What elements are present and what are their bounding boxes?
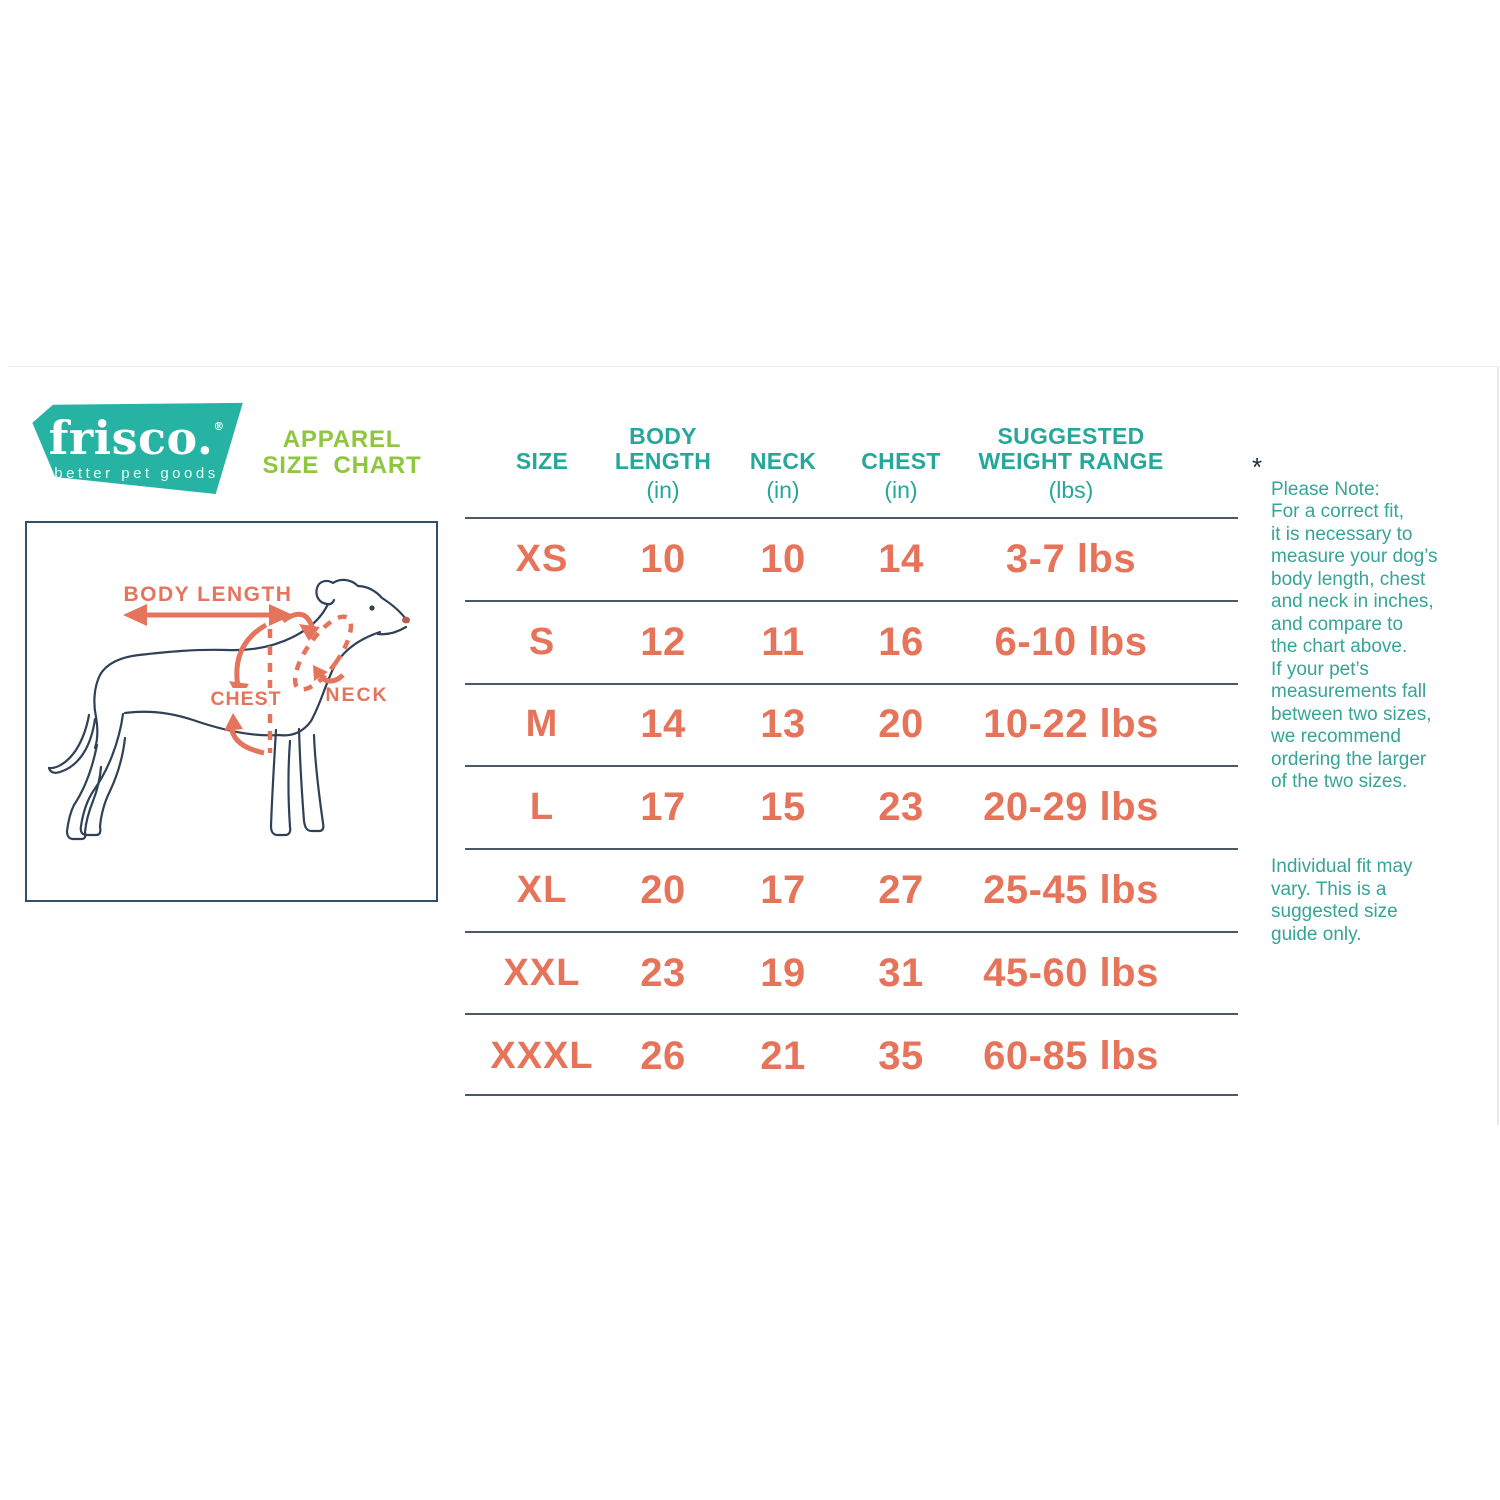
body-length-arrow: [123, 604, 293, 626]
frisco-logo-banner: frisco.® better pet goods: [32, 402, 243, 495]
registered-mark: ®: [213, 420, 225, 433]
fit-note-primary: Please Note: For a correct fit, it is ne…: [1271, 478, 1438, 793]
body-length-label: BODY LENGTH: [124, 583, 293, 606]
size-cell: XS: [515, 537, 569, 580]
neck-ellipse: [281, 611, 354, 692]
body-length-cell: 10: [640, 536, 686, 581]
header-unit: (in): [766, 477, 800, 503]
fit-note: Please Note: For a correct fit, it is ne…: [1271, 456, 1496, 969]
weight-cell: 6-10 lbs: [994, 619, 1148, 664]
size-cell: L: [529, 786, 555, 829]
chest-cell: 35: [878, 1033, 924, 1078]
dog-measurement-diagram: BODY LENGTH CHEST NECK: [47, 578, 410, 841]
table-row: XS 10 10 14 3-7 lbs: [482, 518, 1182, 601]
brand-name: frisco.®: [48, 411, 225, 465]
neck-cell: 13: [760, 702, 806, 747]
chest-cell: 16: [878, 619, 924, 664]
dog-eye: [369, 605, 375, 611]
page-title-line1: APPAREL: [282, 426, 402, 453]
neck-cell: 10: [760, 536, 806, 581]
neck-cell: 19: [760, 950, 806, 995]
header-unit: [482, 477, 602, 509]
table-row: XL 20 17 27 25-45 lbs: [482, 849, 1182, 932]
neck-label: NECK: [325, 684, 388, 706]
size-cell: M: [525, 703, 559, 746]
page-title-line2: SIZE CHART: [262, 452, 422, 479]
header-label: SIZE: [515, 448, 569, 474]
page-title: APPAREL SIZE CHART: [262, 427, 422, 479]
table-row: XXL 23 19 31 45-60 lbs: [482, 932, 1182, 1015]
header-label: NECK: [749, 448, 817, 474]
neck-cell: 11: [761, 619, 805, 664]
chest-ellipse: [224, 622, 273, 756]
weight-cell: 45-60 lbs: [983, 950, 1159, 995]
neck-cell: 15: [760, 785, 806, 830]
chest-cell: 31: [878, 950, 924, 995]
body-length-cell: 14: [640, 702, 686, 747]
neck-cell: 17: [760, 868, 806, 913]
body-length-cell: 26: [640, 1033, 686, 1078]
column-header-neck: NECK (in): [724, 420, 842, 509]
dog-outline: [47, 578, 410, 841]
size-table-header: SIZE BODY LENGTH (in) NECK (in) CHEST (i…: [482, 420, 1182, 509]
chest-cell: 14: [878, 536, 924, 581]
brand-tagline: better pet goods: [54, 465, 219, 482]
chest-cell: 23: [878, 785, 924, 830]
table-row: S 12 11 16 6-10 lbs: [482, 601, 1182, 684]
weight-cell: 3-7 lbs: [1005, 536, 1137, 581]
body-length-cell: 23: [640, 950, 686, 995]
dog-nose: [402, 616, 410, 624]
body-length-cell: 12: [640, 619, 686, 664]
header-label: BODY LENGTH: [614, 423, 712, 474]
header-unit: (in): [884, 477, 918, 503]
chest-label: CHEST: [210, 688, 281, 710]
column-header-size: SIZE: [482, 420, 602, 509]
fit-note-secondary: Individual fit may vary. This is a sugge…: [1271, 856, 1413, 945]
weight-cell: 60-85 lbs: [983, 1033, 1159, 1078]
chest-cell: 20: [878, 702, 924, 747]
column-header-weight-range: SUGGESTED WEIGHT RANGE (lbs): [960, 420, 1182, 509]
size-table-body: XS 10 10 14 3-7 lbs S 12 11 16 6-10 lbs …: [482, 518, 1182, 1098]
header-label: CHEST: [861, 448, 941, 474]
body-length-cell: 17: [640, 785, 686, 830]
header-unit: (lbs): [1048, 477, 1094, 503]
table-row: L 17 15 23 20-29 lbs: [482, 766, 1182, 849]
size-cell: XXL: [503, 951, 581, 994]
neck-cell: 21: [760, 1033, 806, 1078]
body-length-cell: 20: [640, 868, 686, 913]
weight-cell: 20-29 lbs: [983, 785, 1159, 830]
size-cell: S: [528, 620, 556, 663]
column-header-chest: CHEST (in): [842, 420, 960, 509]
column-header-body-length: BODY LENGTH (in): [602, 420, 724, 509]
table-row: XXXL 26 21 35 60-85 lbs: [482, 1015, 1182, 1098]
weight-cell: 25-45 lbs: [983, 868, 1159, 913]
asterisk-marker: *: [1252, 452, 1263, 482]
table-row: M 14 13 20 10-22 lbs: [482, 684, 1182, 767]
chest-cell: 27: [878, 868, 924, 913]
header-label: SUGGESTED WEIGHT RANGE: [978, 423, 1164, 474]
dog-diagram-box: BODY LENGTH CHEST NECK: [25, 521, 438, 902]
size-cell: XL: [516, 869, 568, 912]
header-unit: (in): [646, 477, 680, 503]
size-cell: XXXL: [490, 1034, 594, 1077]
weight-cell: 10-22 lbs: [983, 702, 1159, 747]
